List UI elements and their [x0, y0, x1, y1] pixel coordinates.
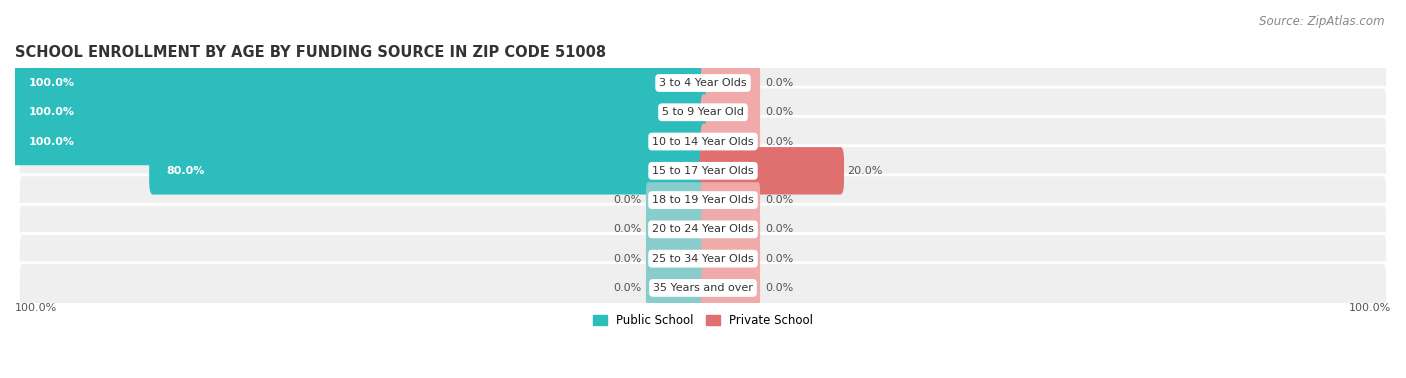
Text: 0.0%: 0.0% — [765, 78, 793, 88]
FancyBboxPatch shape — [18, 234, 1388, 284]
FancyBboxPatch shape — [702, 182, 761, 218]
FancyBboxPatch shape — [702, 212, 761, 247]
FancyBboxPatch shape — [702, 65, 761, 101]
Text: 3 to 4 Year Olds: 3 to 4 Year Olds — [659, 78, 747, 88]
Text: 25 to 34 Year Olds: 25 to 34 Year Olds — [652, 254, 754, 263]
Text: 100.0%: 100.0% — [28, 107, 75, 117]
FancyBboxPatch shape — [702, 94, 761, 130]
Text: 0.0%: 0.0% — [765, 195, 793, 205]
FancyBboxPatch shape — [18, 58, 1388, 108]
Text: 0.0%: 0.0% — [765, 107, 793, 117]
Text: 5 to 9 Year Old: 5 to 9 Year Old — [662, 107, 744, 117]
Text: 0.0%: 0.0% — [613, 225, 641, 234]
FancyBboxPatch shape — [700, 147, 844, 195]
Text: 80.0%: 80.0% — [166, 166, 205, 176]
FancyBboxPatch shape — [11, 118, 706, 165]
Text: 20.0%: 20.0% — [848, 166, 883, 176]
Text: 100.0%: 100.0% — [1348, 303, 1391, 313]
FancyBboxPatch shape — [645, 182, 704, 218]
FancyBboxPatch shape — [18, 146, 1388, 196]
FancyBboxPatch shape — [149, 147, 706, 195]
FancyBboxPatch shape — [702, 124, 761, 160]
FancyBboxPatch shape — [18, 263, 1388, 313]
FancyBboxPatch shape — [645, 241, 704, 277]
Legend: Public School, Private School: Public School, Private School — [588, 309, 818, 332]
Text: 35 Years and over: 35 Years and over — [652, 283, 754, 293]
Text: 0.0%: 0.0% — [765, 136, 793, 147]
FancyBboxPatch shape — [702, 241, 761, 277]
Text: 100.0%: 100.0% — [15, 303, 58, 313]
Text: 100.0%: 100.0% — [28, 78, 75, 88]
FancyBboxPatch shape — [11, 59, 706, 107]
Text: 0.0%: 0.0% — [613, 283, 641, 293]
Text: 0.0%: 0.0% — [613, 195, 641, 205]
Text: 0.0%: 0.0% — [613, 254, 641, 263]
FancyBboxPatch shape — [645, 270, 704, 306]
FancyBboxPatch shape — [18, 87, 1388, 138]
FancyBboxPatch shape — [645, 212, 704, 247]
Text: 0.0%: 0.0% — [765, 254, 793, 263]
Text: 100.0%: 100.0% — [28, 136, 75, 147]
FancyBboxPatch shape — [18, 116, 1388, 167]
Text: SCHOOL ENROLLMENT BY AGE BY FUNDING SOURCE IN ZIP CODE 51008: SCHOOL ENROLLMENT BY AGE BY FUNDING SOUR… — [15, 45, 606, 60]
Text: 10 to 14 Year Olds: 10 to 14 Year Olds — [652, 136, 754, 147]
Text: 20 to 24 Year Olds: 20 to 24 Year Olds — [652, 225, 754, 234]
Text: 0.0%: 0.0% — [765, 225, 793, 234]
FancyBboxPatch shape — [702, 270, 761, 306]
Text: 18 to 19 Year Olds: 18 to 19 Year Olds — [652, 195, 754, 205]
FancyBboxPatch shape — [18, 175, 1388, 225]
FancyBboxPatch shape — [18, 204, 1388, 254]
Text: 15 to 17 Year Olds: 15 to 17 Year Olds — [652, 166, 754, 176]
Text: Source: ZipAtlas.com: Source: ZipAtlas.com — [1260, 15, 1385, 28]
Text: 0.0%: 0.0% — [765, 283, 793, 293]
FancyBboxPatch shape — [11, 88, 706, 136]
